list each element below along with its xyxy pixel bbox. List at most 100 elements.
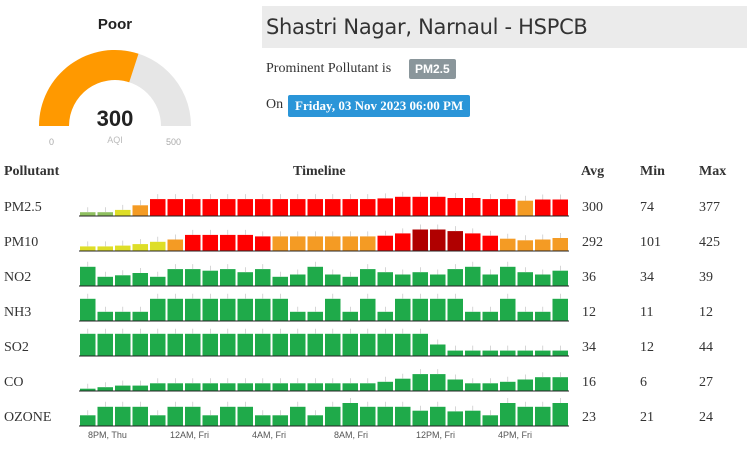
bar[interactable] bbox=[360, 333, 376, 356]
bar[interactable] bbox=[272, 333, 289, 356]
bar[interactable] bbox=[220, 298, 236, 321]
bar[interactable] bbox=[167, 298, 184, 321]
bar[interactable] bbox=[412, 298, 429, 321]
bar[interactable] bbox=[360, 199, 376, 216]
bar[interactable] bbox=[552, 238, 569, 251]
bar[interactable] bbox=[412, 333, 429, 356]
bar[interactable] bbox=[97, 333, 114, 356]
bar[interactable] bbox=[465, 311, 481, 321]
bar[interactable] bbox=[412, 196, 429, 216]
bar[interactable] bbox=[342, 276, 359, 286]
bar[interactable] bbox=[237, 298, 254, 321]
bar[interactable] bbox=[447, 269, 464, 286]
bar[interactable] bbox=[255, 269, 271, 286]
bar[interactable] bbox=[412, 374, 429, 391]
bar[interactable] bbox=[132, 311, 149, 321]
bar[interactable] bbox=[447, 379, 464, 392]
bar[interactable] bbox=[412, 272, 429, 286]
bar[interactable] bbox=[377, 381, 394, 391]
bar[interactable] bbox=[307, 236, 324, 251]
bar[interactable] bbox=[465, 266, 481, 286]
bar[interactable] bbox=[535, 199, 551, 217]
bar[interactable] bbox=[552, 199, 569, 217]
bar[interactable] bbox=[482, 199, 499, 216]
bar[interactable] bbox=[482, 235, 499, 251]
bar[interactable] bbox=[447, 198, 464, 216]
bar[interactable] bbox=[167, 406, 184, 426]
bar[interactable] bbox=[447, 411, 464, 426]
bar[interactable] bbox=[132, 333, 149, 356]
bar[interactable] bbox=[150, 383, 166, 391]
bar[interactable] bbox=[150, 276, 166, 286]
bar[interactable] bbox=[237, 333, 254, 356]
bar[interactable] bbox=[465, 383, 481, 391]
bar[interactable] bbox=[185, 234, 201, 251]
bar[interactable] bbox=[255, 199, 271, 216]
bar[interactable] bbox=[150, 199, 166, 216]
bar[interactable] bbox=[412, 410, 429, 426]
bar[interactable] bbox=[552, 298, 569, 321]
bar[interactable] bbox=[500, 381, 516, 391]
bar[interactable] bbox=[167, 383, 184, 391]
bar[interactable] bbox=[377, 235, 394, 251]
bar[interactable] bbox=[377, 333, 394, 356]
bar[interactable] bbox=[500, 350, 516, 356]
bar[interactable] bbox=[517, 240, 534, 251]
bar[interactable] bbox=[272, 276, 289, 286]
bar[interactable] bbox=[97, 311, 114, 321]
bar[interactable] bbox=[202, 333, 219, 356]
bar[interactable] bbox=[80, 388, 96, 391]
bar[interactable] bbox=[290, 236, 306, 251]
bar[interactable] bbox=[325, 199, 341, 216]
bar[interactable] bbox=[535, 274, 551, 287]
bar[interactable] bbox=[97, 212, 114, 216]
bar[interactable] bbox=[535, 406, 551, 426]
bar[interactable] bbox=[307, 383, 324, 391]
bar[interactable] bbox=[395, 298, 411, 321]
bar[interactable] bbox=[360, 383, 376, 391]
bar[interactable] bbox=[482, 383, 499, 391]
bar[interactable] bbox=[430, 344, 446, 357]
bar[interactable] bbox=[185, 383, 201, 391]
bar[interactable] bbox=[237, 234, 254, 251]
bar[interactable] bbox=[535, 350, 551, 356]
bar[interactable] bbox=[377, 198, 394, 216]
bar[interactable] bbox=[80, 212, 96, 216]
bar[interactable] bbox=[500, 238, 516, 251]
bar[interactable] bbox=[185, 269, 201, 286]
bar[interactable] bbox=[167, 199, 184, 216]
bar[interactable] bbox=[395, 333, 411, 356]
bar[interactable] bbox=[517, 311, 534, 321]
bar[interactable] bbox=[342, 236, 359, 251]
bar[interactable] bbox=[150, 415, 166, 426]
bar[interactable] bbox=[290, 199, 306, 216]
bar[interactable] bbox=[342, 199, 359, 216]
bar[interactable] bbox=[465, 350, 481, 356]
bar[interactable] bbox=[80, 415, 96, 426]
bar[interactable] bbox=[500, 266, 516, 286]
bar[interactable] bbox=[115, 406, 131, 426]
bar[interactable] bbox=[202, 234, 219, 251]
bar[interactable] bbox=[535, 311, 551, 321]
bar[interactable] bbox=[360, 298, 376, 321]
bar[interactable] bbox=[237, 199, 254, 216]
bar[interactable] bbox=[307, 266, 324, 286]
bar[interactable] bbox=[517, 379, 534, 392]
bar[interactable] bbox=[80, 246, 96, 251]
bar[interactable] bbox=[202, 383, 219, 391]
bar[interactable] bbox=[220, 406, 236, 426]
bar[interactable] bbox=[325, 406, 341, 426]
bar[interactable] bbox=[360, 236, 376, 251]
bar[interactable] bbox=[482, 274, 499, 287]
bar[interactable] bbox=[185, 406, 201, 426]
bar[interactable] bbox=[272, 236, 289, 251]
bar[interactable] bbox=[430, 298, 446, 321]
bar[interactable] bbox=[552, 377, 569, 391]
bar[interactable] bbox=[97, 246, 114, 251]
bar[interactable] bbox=[255, 298, 271, 321]
bar[interactable] bbox=[465, 198, 481, 216]
bar[interactable] bbox=[465, 233, 481, 251]
bar[interactable] bbox=[202, 270, 219, 286]
bar[interactable] bbox=[307, 415, 324, 426]
bar[interactable] bbox=[167, 333, 184, 356]
